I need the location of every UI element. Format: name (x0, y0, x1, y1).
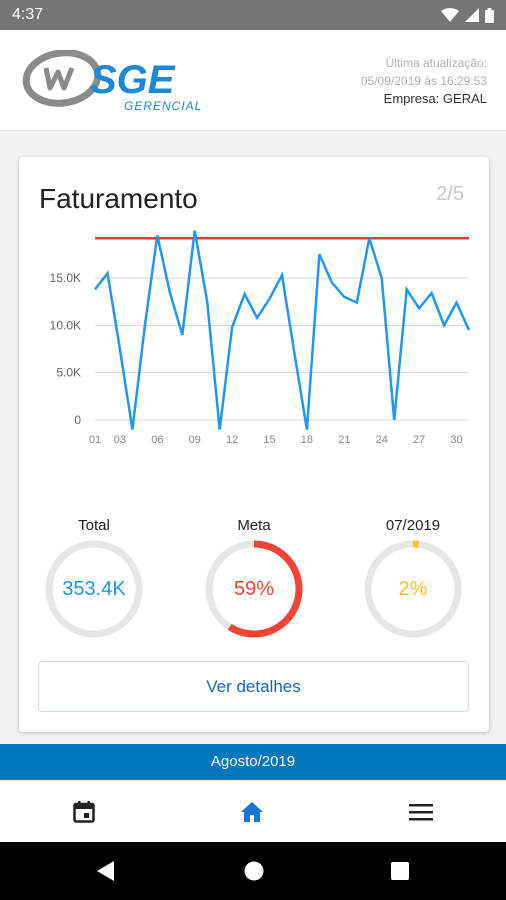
x-tick-label: 27 (413, 434, 425, 446)
gauge-total: Total 353.4K (42, 517, 146, 639)
card-title: Faturamento (39, 183, 198, 214)
y-tick-label: 0 (74, 413, 81, 427)
sge-logo: SGE GERENCIAL (22, 50, 202, 112)
period-selector[interactable]: Agosto/2019 (0, 744, 506, 780)
gauge-month-label: 07/2019 (385, 517, 441, 534)
nav-menu[interactable] (336, 781, 506, 843)
status-icons (441, 7, 494, 23)
gauge-month-ring (364, 540, 462, 638)
x-tick-label: 06 (151, 434, 163, 446)
nav-home[interactable] (168, 781, 336, 843)
gauge-meta-value: 59% (233, 578, 275, 600)
revenue-line-chart: 0 5.0K 10.0K 15.0K 01 03 06 09 12 15 18 21 24 27 30 (50, 230, 471, 446)
home-icon (241, 802, 263, 822)
y-tick-label: 5.0K (56, 366, 81, 380)
x-tick-label: 12 (226, 434, 238, 446)
gauge-month-value: 2% (398, 578, 428, 600)
x-tick-label: 09 (189, 434, 201, 446)
gauge-month: 07/2019 2% (361, 517, 465, 639)
gauge-total-value: 353.4K (62, 578, 126, 600)
system-navigation-bar (0, 842, 506, 900)
header-info: Última atualização: 05/09/2019 às 16:29:… (361, 54, 487, 108)
gauge-meta: Meta 59% (202, 517, 306, 639)
nav-calendar[interactable] (0, 781, 168, 843)
gauge-track (45, 540, 143, 638)
view-details-button[interactable]: Ver detalhes (38, 661, 469, 712)
company-label: Empresa: GERAL (383, 91, 487, 106)
status-bar: 4:37 (0, 0, 506, 30)
status-time: 4:37 (12, 6, 44, 23)
x-tick-label: 15 (263, 434, 275, 446)
x-tick-label: 21 (338, 434, 350, 446)
gauge-meta-ring (205, 540, 303, 638)
x-tick-label: 24 (376, 434, 388, 446)
battery-icon (485, 7, 494, 23)
revenue-card[interactable]: Faturamento 2/5 0 5.0K 10.0K 15.0K 01 03 06 09 1… (19, 157, 489, 732)
gauge-total-ring (45, 540, 143, 638)
signal-icon (465, 8, 479, 22)
back-triangle-icon (97, 861, 114, 881)
recents-square-icon (391, 862, 409, 880)
y-tick-label: 10.0K (50, 318, 81, 332)
wifi-icon (441, 8, 459, 22)
series-line (94, 230, 471, 430)
menu-icon (409, 804, 433, 821)
x-tick-label: 03 (114, 434, 126, 446)
gauge-total-label: Total (78, 517, 110, 534)
system-back-button[interactable] (91, 856, 121, 886)
gauge-progress-arc (364, 540, 462, 638)
home-circle-icon (244, 861, 264, 881)
x-tick-label: 01 (89, 434, 101, 446)
y-tick-label: 15.0K (50, 271, 81, 285)
gauge-meta-label: Meta (237, 517, 271, 534)
x-tick-label: 30 (450, 434, 462, 446)
logo-subtitle: GERENCIAL (124, 99, 202, 112)
last-update-label: Última atualização: (385, 56, 487, 70)
last-update-value: 05/09/2019 às 16:29:53 (360, 74, 487, 88)
system-home-button[interactable] (239, 856, 269, 886)
app-header: SGE GERENCIAL Última atualização: 05/09/… (0, 30, 506, 131)
x-tick-label: 18 (301, 434, 313, 446)
gauge-progress-arc (205, 540, 303, 638)
gauges-row: Total 353.4K Meta 59% 07/2019 2% (19, 517, 489, 647)
bottom-navigation (0, 780, 506, 842)
page-indicator: 2/5 (436, 183, 464, 205)
system-recents-button[interactable] (385, 856, 415, 886)
calendar-icon (73, 801, 95, 823)
logo-text: SGE (90, 58, 176, 102)
